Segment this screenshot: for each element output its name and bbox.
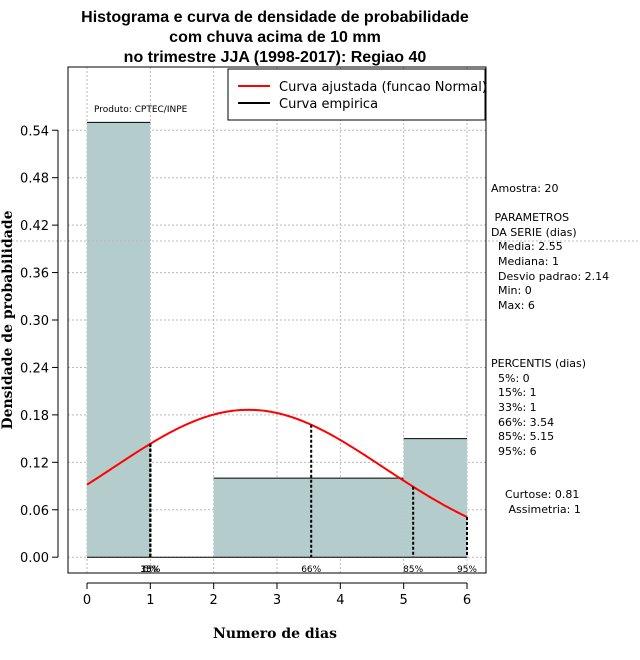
x-tick-label: 5 — [400, 593, 408, 608]
axes: 0 1 2 3 4 5 6 0.00 0.06 0.12 0.18 0.24 0.30 0.36 0.42 0… — [0, 66, 487, 642]
y-tick-label: 0.18 — [20, 409, 49, 424]
y-tick-label: 0.24 — [20, 361, 49, 376]
y-axis-title: Densidade de probabilidade — [0, 210, 16, 429]
normal-curve-path — [86, 408, 468, 518]
y-tick-label: 0.12 — [20, 456, 49, 471]
y-tick-label: 0.00 — [20, 551, 49, 566]
histogram-bar — [403, 438, 467, 558]
percentile-label: 85% — [403, 565, 423, 575]
y-tick-label: 0.48 — [20, 172, 49, 187]
percentile-label: 66% — [301, 565, 321, 575]
histogram-bar — [213, 478, 404, 558]
x-tick-label: 2 — [210, 593, 218, 608]
chart-title: Histograma e curva de densidade de proba… — [81, 9, 469, 66]
percentile-label: 5% — [143, 565, 158, 575]
histogram-bars — [87, 121, 467, 558]
product-annotation: Produto: CPTEC/INPE — [94, 105, 188, 115]
y-tick-label: 0.30 — [20, 314, 49, 329]
x-tick-label: 1 — [146, 593, 154, 608]
y-tick-label: 0.54 — [20, 124, 49, 139]
normal-curve — [86, 408, 468, 518]
legend: Curva ajustada (funcao Normal) Curva empi… — [227, 68, 487, 121]
legend-label: Curva empirica — [279, 97, 378, 112]
y-tick-label: 0.06 — [20, 504, 49, 519]
percentile-label: 95% — [457, 565, 477, 575]
x-axis-title: Numero de dias — [213, 626, 337, 642]
x-tick-label: 6 — [463, 593, 471, 608]
y-tick-label: 0.36 — [20, 267, 49, 282]
x-tick-label: 0 — [83, 593, 91, 608]
statistics-panel: Amostra: 20 PARAMETROS DA SERIE (dias) M… — [491, 182, 610, 517]
title-line: Histograma e curva de densidade de proba… — [81, 9, 469, 26]
plot-frame — [67, 66, 487, 574]
percentile-label: 33% — [140, 565, 160, 575]
y-tick-label: 0.42 — [20, 219, 49, 234]
title-line: com chuva acima de 10 mm — [169, 29, 381, 46]
legend-box — [227, 68, 486, 121]
histogram-bar — [87, 122, 151, 558]
x-tick-label: 4 — [336, 593, 344, 608]
title-line: no trimestre JJA (1998-2017): Regiao 40 — [124, 49, 427, 66]
percentile-label: 15% — [140, 565, 160, 575]
x-tick-label: 3 — [273, 593, 281, 608]
legend-label: Curva ajustada (funcao Normal) — [279, 80, 487, 95]
percentile-lines: 5%15%33% 66% 85% 95% — [140, 424, 477, 575]
